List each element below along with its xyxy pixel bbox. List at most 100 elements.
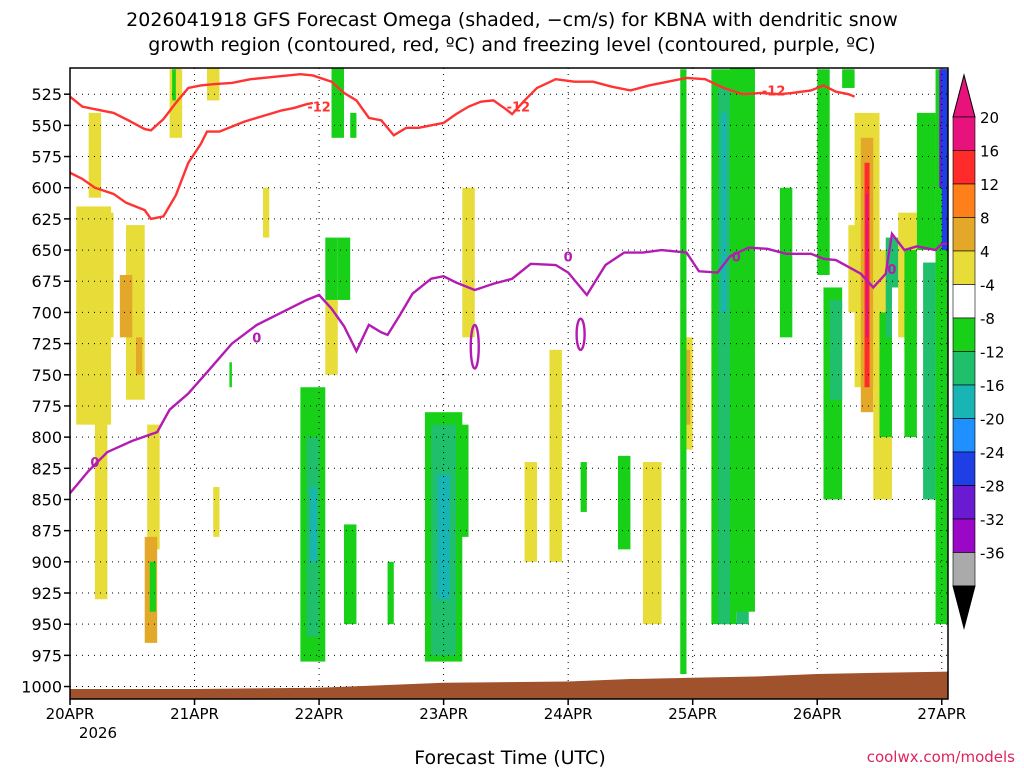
colorbar-tick-label: -28 <box>980 478 1005 496</box>
colorbar-tick-label: -24 <box>980 444 1005 462</box>
y-tick-label: 900 <box>31 553 62 572</box>
omega-shade-cell <box>916 112 936 251</box>
omega-shade-cell <box>730 68 755 612</box>
colorbar-tick-label: -20 <box>980 411 1005 429</box>
colorbar-tick-label: 12 <box>980 176 999 194</box>
colorbar-tick-label: -8 <box>980 310 995 328</box>
omega-shade-cell <box>325 237 338 300</box>
omega-shade-cell <box>721 112 727 313</box>
y-tick-label: 1000 <box>21 678 62 697</box>
y-tick-label: 975 <box>31 646 62 665</box>
contour-series-1 <box>70 73 856 137</box>
omega-shade-cell <box>343 524 357 625</box>
y-tick-label: 925 <box>31 584 62 603</box>
omega-shade-cell <box>549 349 562 562</box>
y-tick-label: 850 <box>31 490 62 509</box>
colorbar-swatch <box>952 183 976 218</box>
dgz-label: -12 <box>507 101 531 116</box>
x-axis: 20APR 21APR 22APR 23APR 24APR 25APR 26APR 27APR <box>46 699 966 723</box>
omega-shade-cell <box>879 312 892 438</box>
omega-shade-cell <box>263 187 270 238</box>
omega-shade-cell <box>310 487 317 562</box>
y-tick-label: 700 <box>31 303 62 322</box>
dgz-label: -12 <box>762 84 786 99</box>
omega-shade-cell <box>350 112 357 138</box>
freezing-label: 0 <box>252 331 261 346</box>
x-tick-label: 21APR <box>170 705 219 723</box>
y-tick-label: 825 <box>31 459 62 478</box>
y-tick-label: 775 <box>31 397 62 416</box>
contour-lines <box>70 73 948 495</box>
y-tick-label: 600 <box>31 179 62 198</box>
colorbar-swatch <box>952 317 976 352</box>
freezing-blob <box>575 317 586 352</box>
omega-shade-cell <box>462 187 475 338</box>
credit-text: coolwx.com/models <box>867 748 1015 766</box>
omega-shade-cell <box>717 87 731 625</box>
contour-labels: -12 -12 -12 0 0 0 0 0 <box>90 84 896 471</box>
omega-shade-cell <box>119 275 133 338</box>
colorbar-swatch <box>952 485 976 520</box>
freezing-label: 0 <box>90 456 99 471</box>
x-tick-label: 24APR <box>544 705 593 723</box>
y-axis: 525 550 575 600 625 650 675 700 725 750 775 800 825 8… <box>21 85 70 697</box>
omega-shade-cell <box>817 69 830 276</box>
omega-shade-cell <box>923 262 936 500</box>
colorbar-swatch <box>952 518 976 553</box>
chart-title-line1: 2026041918 GFS Forecast Omega (shaded, −… <box>126 9 898 31</box>
freezing-label: 0 <box>564 250 573 265</box>
colorbar-tick-label: 4 <box>980 243 990 261</box>
y-tick-label: 725 <box>31 335 62 354</box>
omega-shade-cell <box>779 187 793 338</box>
y-tick-label: 575 <box>31 148 62 167</box>
omega-shading <box>76 68 948 675</box>
colorbar-swatch <box>952 116 976 151</box>
x-year-label: 2026 <box>79 724 117 742</box>
contour-series-3 <box>70 230 948 495</box>
y-tick-label: 750 <box>31 366 62 385</box>
y-tick-label: 675 <box>31 272 62 291</box>
freezing-blob <box>469 323 480 370</box>
omega-shade-cell <box>136 337 143 375</box>
chart-title-line2: growth region (contoured, red, ºC) and f… <box>148 34 875 56</box>
omega-shade-cell <box>941 69 948 251</box>
colorbar-swatch <box>952 552 976 587</box>
colorbar-swatch <box>952 284 976 319</box>
omega-shade-cell <box>325 299 338 375</box>
y-tick-label: 650 <box>31 241 62 260</box>
omega-shade-cell <box>885 287 892 338</box>
y-tick-label: 525 <box>31 85 62 104</box>
colorbar-swatch <box>952 451 976 486</box>
omega-shade-cell <box>642 462 662 625</box>
x-axis-title: Forecast Time (UTC) <box>414 747 605 768</box>
omega-shade-cell <box>456 424 469 537</box>
x-tick-label: 27APR <box>917 705 966 723</box>
freezing-label: 0 <box>887 263 896 278</box>
colorbar: 20 16 12 8 4 -4 -8 -12 -16 -20 -24 -28 -32 -36 <box>952 73 1005 630</box>
omega-shade-cell <box>680 69 687 675</box>
omega-shade-cell <box>829 299 843 400</box>
dgz-label: -12 <box>307 101 331 116</box>
omega-shade-cell <box>229 362 232 388</box>
colorbar-tick-label: -36 <box>980 545 1005 563</box>
colorbar-swatch <box>952 351 976 386</box>
freezing-label: 0 <box>732 250 741 265</box>
x-tick-label: 22APR <box>295 705 344 723</box>
omega-shade-cell <box>337 237 351 300</box>
colorbar-tick-label: -32 <box>980 511 1005 529</box>
omega-shade-cell <box>617 455 631 550</box>
colorbar-tick-label: -4 <box>980 277 995 295</box>
colorbar-swatch <box>952 384 976 419</box>
omega-shade-cell <box>147 424 160 550</box>
colorbar-tick-label: -12 <box>980 344 1005 362</box>
plot-area: -12 -12 -12 0 0 0 0 0 <box>69 67 949 700</box>
colorbar-swatch <box>952 250 976 285</box>
y-tick-label: 875 <box>31 522 62 541</box>
omega-shade-cell <box>94 409 108 600</box>
colorbar-tick-label: 16 <box>980 143 999 161</box>
omega-shade-cell <box>865 193 869 338</box>
colorbar-swatch <box>952 150 976 185</box>
y-tick-label: 550 <box>31 116 62 135</box>
omega-shade-cell <box>88 112 102 198</box>
